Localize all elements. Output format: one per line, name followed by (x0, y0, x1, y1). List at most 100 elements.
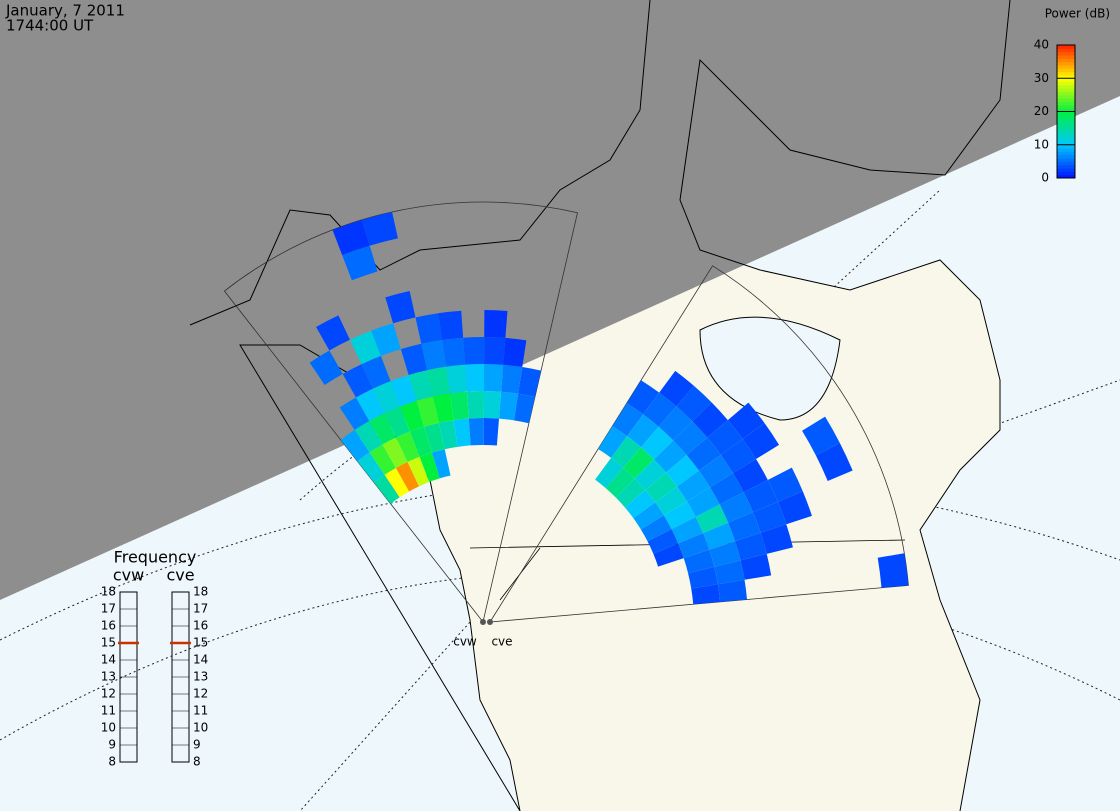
land-fill (190, 0, 1010, 811)
power-cell (686, 487, 720, 517)
frequency-tick-label: 16 (193, 619, 208, 633)
colorbar-swatch (1057, 84, 1075, 89)
power-cell (395, 461, 420, 492)
frequency-radar-label: cvw (113, 566, 144, 585)
power-cell (400, 343, 428, 375)
power-cell (484, 364, 504, 392)
coastline (189, 0, 1011, 811)
power-cell (442, 337, 466, 367)
frequency-tick-label: 10 (193, 721, 208, 735)
colorbar-swatch (1057, 124, 1075, 129)
site-label: cve (491, 635, 512, 649)
power-cell (740, 553, 772, 580)
colorbar-swatch (1057, 48, 1075, 53)
power-cell (501, 364, 523, 394)
power-cell (499, 391, 519, 421)
colorbar-swatch (1057, 151, 1075, 156)
power-cell (408, 370, 434, 401)
power-cell (719, 492, 753, 523)
colorbar-swatch (1057, 78, 1075, 83)
colorbar-swatch (1057, 118, 1075, 122)
colorbar-tick-label: 40 (1034, 38, 1049, 52)
colorbar-swatch (1057, 58, 1075, 63)
radar-cells (309, 211, 909, 605)
frequency-tick-label: 11 (193, 704, 208, 718)
power-cell (332, 219, 370, 256)
frequency-tick-label: 9 (193, 738, 201, 752)
land (190, 0, 1010, 811)
power-cell (483, 418, 500, 446)
colorbar-swatch (1057, 144, 1075, 149)
frequency-tick-label: 18 (101, 585, 116, 599)
power-cell (742, 423, 780, 459)
power-cell (342, 364, 373, 398)
colorbar-swatch (1057, 98, 1075, 103)
power-cell (355, 388, 385, 421)
power-cell (598, 426, 628, 458)
colorbar-swatch (1057, 131, 1075, 136)
power-cell (407, 456, 430, 487)
power-cell (361, 355, 391, 389)
frequency-tick-label: 15 (101, 636, 116, 650)
frequency-tick-label: 8 (108, 755, 116, 769)
power-cell (633, 502, 664, 530)
power-cell (733, 458, 768, 493)
power-cell (384, 467, 410, 498)
colorbar-swatch (1057, 148, 1075, 152)
power-cell (695, 504, 729, 533)
power-cell (691, 584, 721, 605)
power-cell (463, 337, 485, 365)
power-cell (666, 455, 699, 487)
power-cell (709, 473, 744, 505)
frequency-radar-label: cve (166, 566, 194, 585)
site-label: cvw (453, 635, 477, 649)
frequency-tick-label: 14 (101, 653, 116, 667)
night-shade (0, 0, 1120, 600)
colorbar-swatch (1057, 88, 1075, 93)
power-cell (384, 406, 410, 438)
power-cell (400, 400, 425, 432)
colorbar-swatch (1057, 61, 1075, 66)
power-cell (385, 291, 416, 324)
frequency-tick-label: 16 (101, 619, 116, 633)
power-cell (484, 310, 508, 338)
colorbar-swatch (1057, 71, 1075, 76)
colorbar-swatch (1057, 54, 1075, 59)
power-cell (720, 438, 757, 474)
power-cell (678, 532, 710, 559)
colorbar-swatch (1057, 104, 1075, 109)
frequency-tick-label: 8 (193, 755, 201, 769)
colorbar-swatch (1057, 45, 1075, 49)
colorbar: 0 10 20 30 40 (1034, 38, 1076, 185)
power-cell (752, 501, 787, 533)
power-cell (643, 392, 677, 427)
power-cell (438, 310, 464, 340)
power-cell (372, 381, 401, 414)
hudson-bay (699, 316, 841, 421)
power-cell (877, 553, 909, 588)
power-cell (624, 489, 656, 519)
power-cell (421, 339, 446, 371)
power-cell (627, 414, 659, 448)
radar-site (487, 619, 493, 625)
colorbar-swatch (1057, 64, 1075, 69)
power-cell (340, 429, 370, 462)
power-cell (427, 366, 450, 397)
power-cell (342, 245, 378, 281)
frequency-tick-label: 12 (101, 687, 116, 701)
power-cell (641, 426, 674, 460)
frequency-tick-label: 15 (193, 636, 208, 650)
power-cell (626, 380, 660, 415)
power-cell (673, 421, 708, 456)
colorbar-swatch (1057, 81, 1075, 86)
colorbar-swatch (1057, 158, 1075, 162)
power-cell (357, 452, 385, 483)
frequency-tick-label: 9 (108, 738, 116, 752)
power-cell (415, 313, 443, 344)
colorbar-swatch (1057, 111, 1075, 116)
power-cell (503, 337, 527, 368)
power-cell (760, 524, 793, 554)
power-cell (777, 491, 812, 525)
power-cell (647, 529, 679, 554)
frequency-tick-label: 10 (101, 721, 116, 735)
